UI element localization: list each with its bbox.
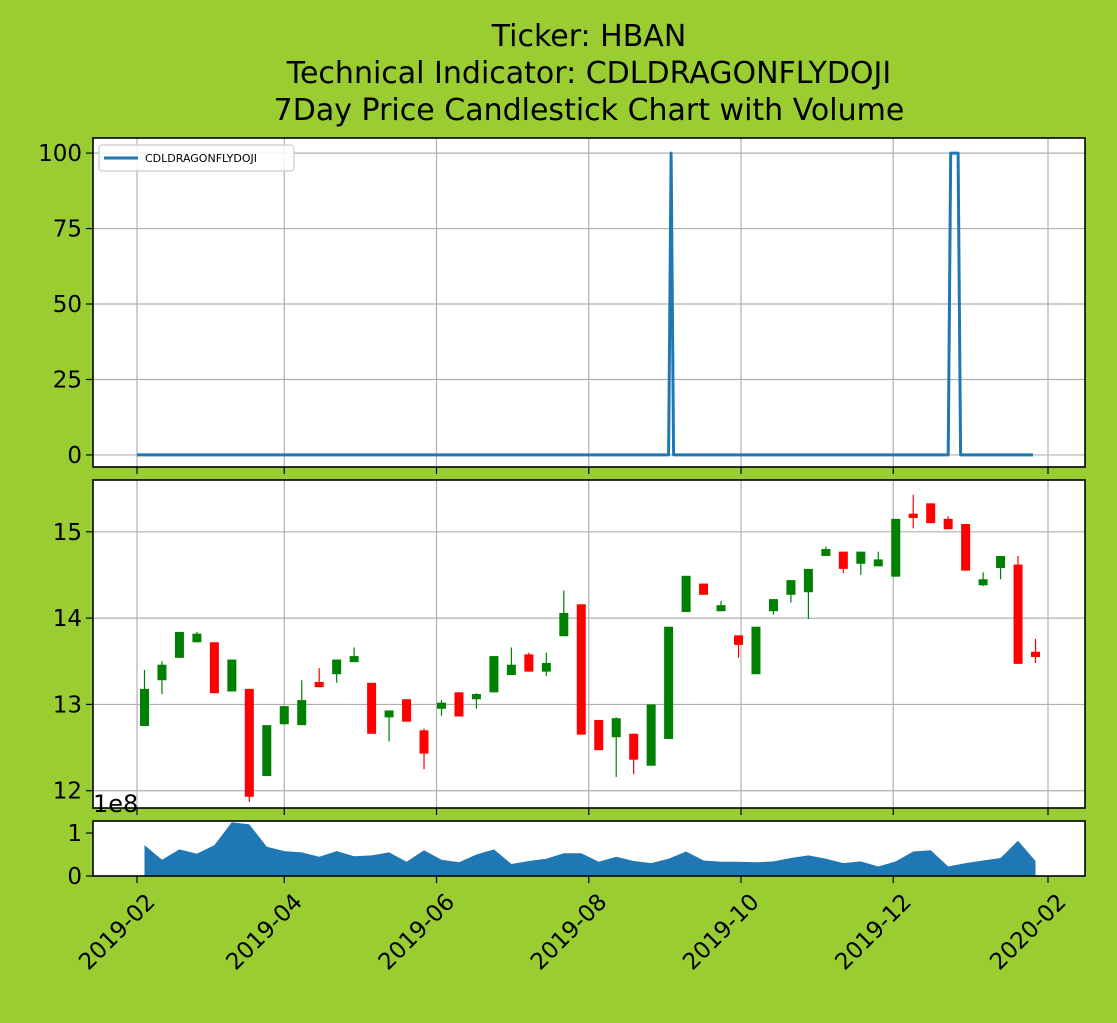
- y-tick-label-0: 0: [67, 864, 82, 890]
- candle-body-27: [611, 718, 621, 738]
- candle-body-20: [489, 656, 499, 693]
- candle-body-24: [559, 612, 569, 637]
- volume-area: [144, 822, 1036, 876]
- candlestick-y-axis: 12 13 14 15: [53, 520, 93, 805]
- candle-body-46: [943, 518, 953, 530]
- candle-body-36: [768, 599, 778, 612]
- candle-body-37: [786, 580, 796, 595]
- title-line-description: 7Day Price Candlestick Chart with Volume: [274, 93, 905, 128]
- x-tick-label-3: 2019-08: [526, 889, 612, 975]
- candle-body-0: [139, 688, 149, 726]
- candle-body-25: [576, 604, 586, 735]
- candle-body-38: [803, 568, 813, 593]
- candlestick-frame: [92, 479, 1086, 809]
- x-tick-label-0: 2019-02: [74, 889, 160, 975]
- indicator-frame: [92, 137, 1086, 468]
- candlestick-series: [139, 494, 1041, 802]
- candle-body-26: [594, 719, 604, 751]
- volume-x-axis: 2019-02 2019-04 2019-06 2019-08 2019-10 2019-…: [74, 876, 1072, 976]
- candle-body-34: [734, 635, 744, 645]
- candle-body-10: [314, 681, 324, 688]
- y-tick-label-0: 12: [53, 779, 82, 805]
- candle-body-14: [384, 710, 394, 718]
- candlestick-x-ticks: [136, 808, 1049, 815]
- y-tick-label-2: 50: [53, 292, 82, 318]
- candle-body-4: [209, 642, 219, 694]
- candle-body-30: [664, 626, 674, 739]
- candle-body-8: [279, 706, 289, 725]
- candle-body-44: [908, 513, 918, 518]
- candle-body-17: [436, 702, 446, 709]
- y-tick-label-1: 13: [53, 692, 82, 718]
- candle-body-51: [1031, 651, 1041, 657]
- indicator-panel: 0 25 50 75 100 CDLDRAGONFLYDOJI: [38, 137, 1086, 474]
- candle-body-2: [174, 631, 184, 658]
- legend-label: CDLDRAGONFLYDOJI: [145, 152, 257, 165]
- candle-body-1: [157, 664, 167, 681]
- y-tick-label-1: 1: [67, 821, 82, 847]
- y-tick-label-3: 15: [53, 520, 82, 546]
- candle-body-22: [524, 654, 534, 672]
- chart-title: Ticker: HBAN Technical Indicator: CDLDRA…: [274, 19, 905, 128]
- candle-body-9: [297, 700, 307, 726]
- candle-body-18: [454, 692, 464, 717]
- candle-body-21: [506, 664, 516, 676]
- x-tick-label-2: 2019-06: [374, 889, 460, 975]
- candle-body-49: [996, 555, 1006, 569]
- candle-body-29: [646, 704, 656, 766]
- y-tick-label-3: 75: [53, 217, 82, 243]
- candle-body-16: [419, 730, 429, 754]
- candle-body-33: [716, 605, 726, 612]
- indicator-legend: CDLDRAGONFLYDOJI: [98, 144, 295, 172]
- title-line-ticker: Ticker: HBAN: [491, 19, 687, 54]
- indicator-line: [137, 151, 1033, 457]
- candle-body-7: [262, 725, 272, 777]
- candle-body-23: [541, 662, 551, 672]
- candle-body-47: [961, 524, 971, 571]
- volume-frame: [92, 820, 1086, 877]
- x-tick-label-4: 2019-10: [678, 889, 764, 975]
- volume-y-axis: 01: [67, 821, 93, 890]
- candle-body-3: [192, 633, 202, 643]
- candle-body-19: [471, 694, 481, 700]
- candle-body-50: [1013, 564, 1023, 664]
- candle-body-39: [821, 549, 831, 556]
- y-tick-label-4: 100: [38, 141, 82, 167]
- candle-body-13: [367, 682, 377, 734]
- candle-body-41: [856, 551, 866, 564]
- candle-body-11: [332, 659, 342, 675]
- legend-box: [98, 144, 295, 172]
- candle-body-6: [244, 688, 254, 797]
- y-tick-label-1: 25: [53, 367, 82, 393]
- x-tick-label-1: 2019-04: [221, 889, 307, 975]
- y-tick-label-0: 0: [67, 443, 82, 469]
- volume-series: [144, 822, 1036, 876]
- title-line-indicator: Technical Indicator: CDLDRAGONFLYDOJI: [286, 56, 891, 91]
- candle-body-35: [751, 626, 761, 675]
- x-tick-label-6: 2020-02: [985, 889, 1071, 975]
- indicator-y-axis: 0 25 50 75 100: [38, 141, 93, 469]
- candle-body-42: [873, 559, 883, 567]
- candle-body-48: [978, 579, 988, 586]
- x-tick-label-5: 2019-12: [830, 889, 916, 975]
- candle-body-28: [629, 733, 639, 760]
- indicator-series: [137, 151, 1033, 457]
- candle-body-45: [926, 503, 936, 524]
- candlestick-panel: 12 13 14 15: [53, 479, 1086, 815]
- candle-body-5: [227, 659, 237, 692]
- candle-body-40: [838, 551, 848, 569]
- y-tick-label-2: 14: [53, 606, 82, 632]
- volume-panel: 01 2019-02 2019-04 2019-06 2019-08 2019-10 20…: [67, 790, 1086, 976]
- candle-body-15: [402, 699, 412, 722]
- candle-body-31: [681, 575, 691, 613]
- candle-body-32: [699, 583, 709, 595]
- indicator-x-ticks: [136, 467, 1049, 474]
- volume-scale-label: 1e8: [93, 790, 138, 818]
- candle-body-12: [349, 656, 359, 663]
- candle-body-43: [891, 518, 901, 577]
